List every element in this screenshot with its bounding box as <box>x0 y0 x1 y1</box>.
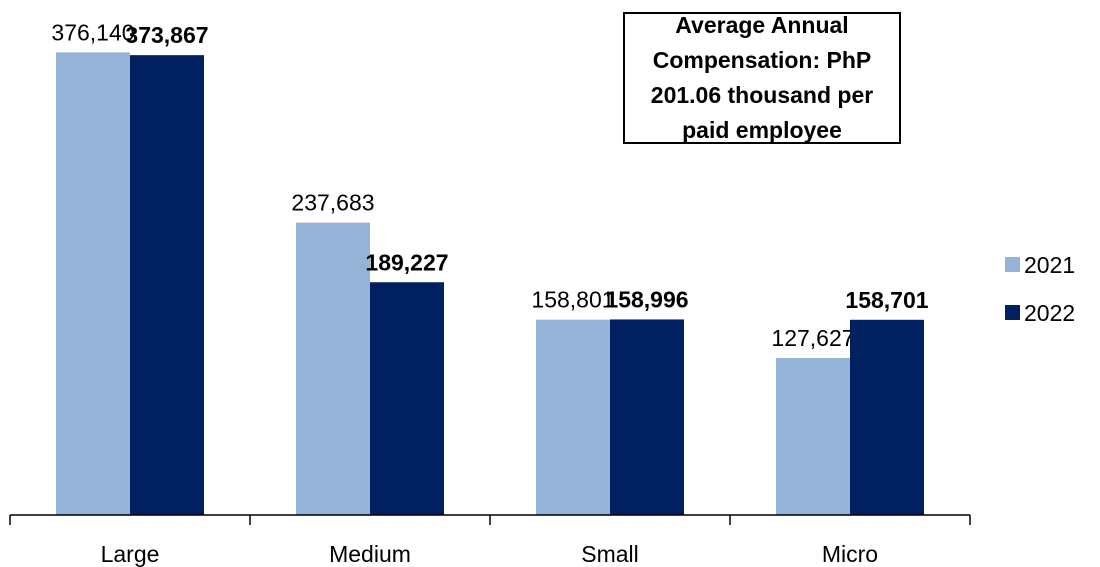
data-label: 189,227 <box>365 249 448 275</box>
legend-swatch <box>1005 305 1020 320</box>
data-label: 376,140 <box>51 19 134 45</box>
data-label: 158,801 <box>531 287 614 313</box>
bar <box>370 282 444 515</box>
legend-swatch <box>1005 257 1020 272</box>
data-label: 158,996 <box>605 286 688 312</box>
bar <box>56 52 130 515</box>
bar <box>850 319 924 515</box>
x-tick-label: Large <box>101 541 160 567</box>
bar <box>130 55 204 516</box>
data-label: 127,627 <box>771 325 854 351</box>
bar <box>610 319 684 515</box>
data-label: 373,867 <box>125 22 208 48</box>
x-tick-label: Medium <box>329 541 411 567</box>
bar <box>776 358 850 515</box>
x-tick-label: Micro <box>822 541 878 567</box>
x-tick-label: Small <box>581 541 639 567</box>
data-label: 237,683 <box>291 190 374 216</box>
bar <box>296 222 370 515</box>
legend-label: 2022 <box>1024 300 1075 326</box>
legend-label: 2021 <box>1024 252 1075 278</box>
annotation: Average Annual Compensation: PhP 201.06 … <box>623 12 901 144</box>
data-label: 158,701 <box>845 287 928 313</box>
bar <box>536 319 610 515</box>
